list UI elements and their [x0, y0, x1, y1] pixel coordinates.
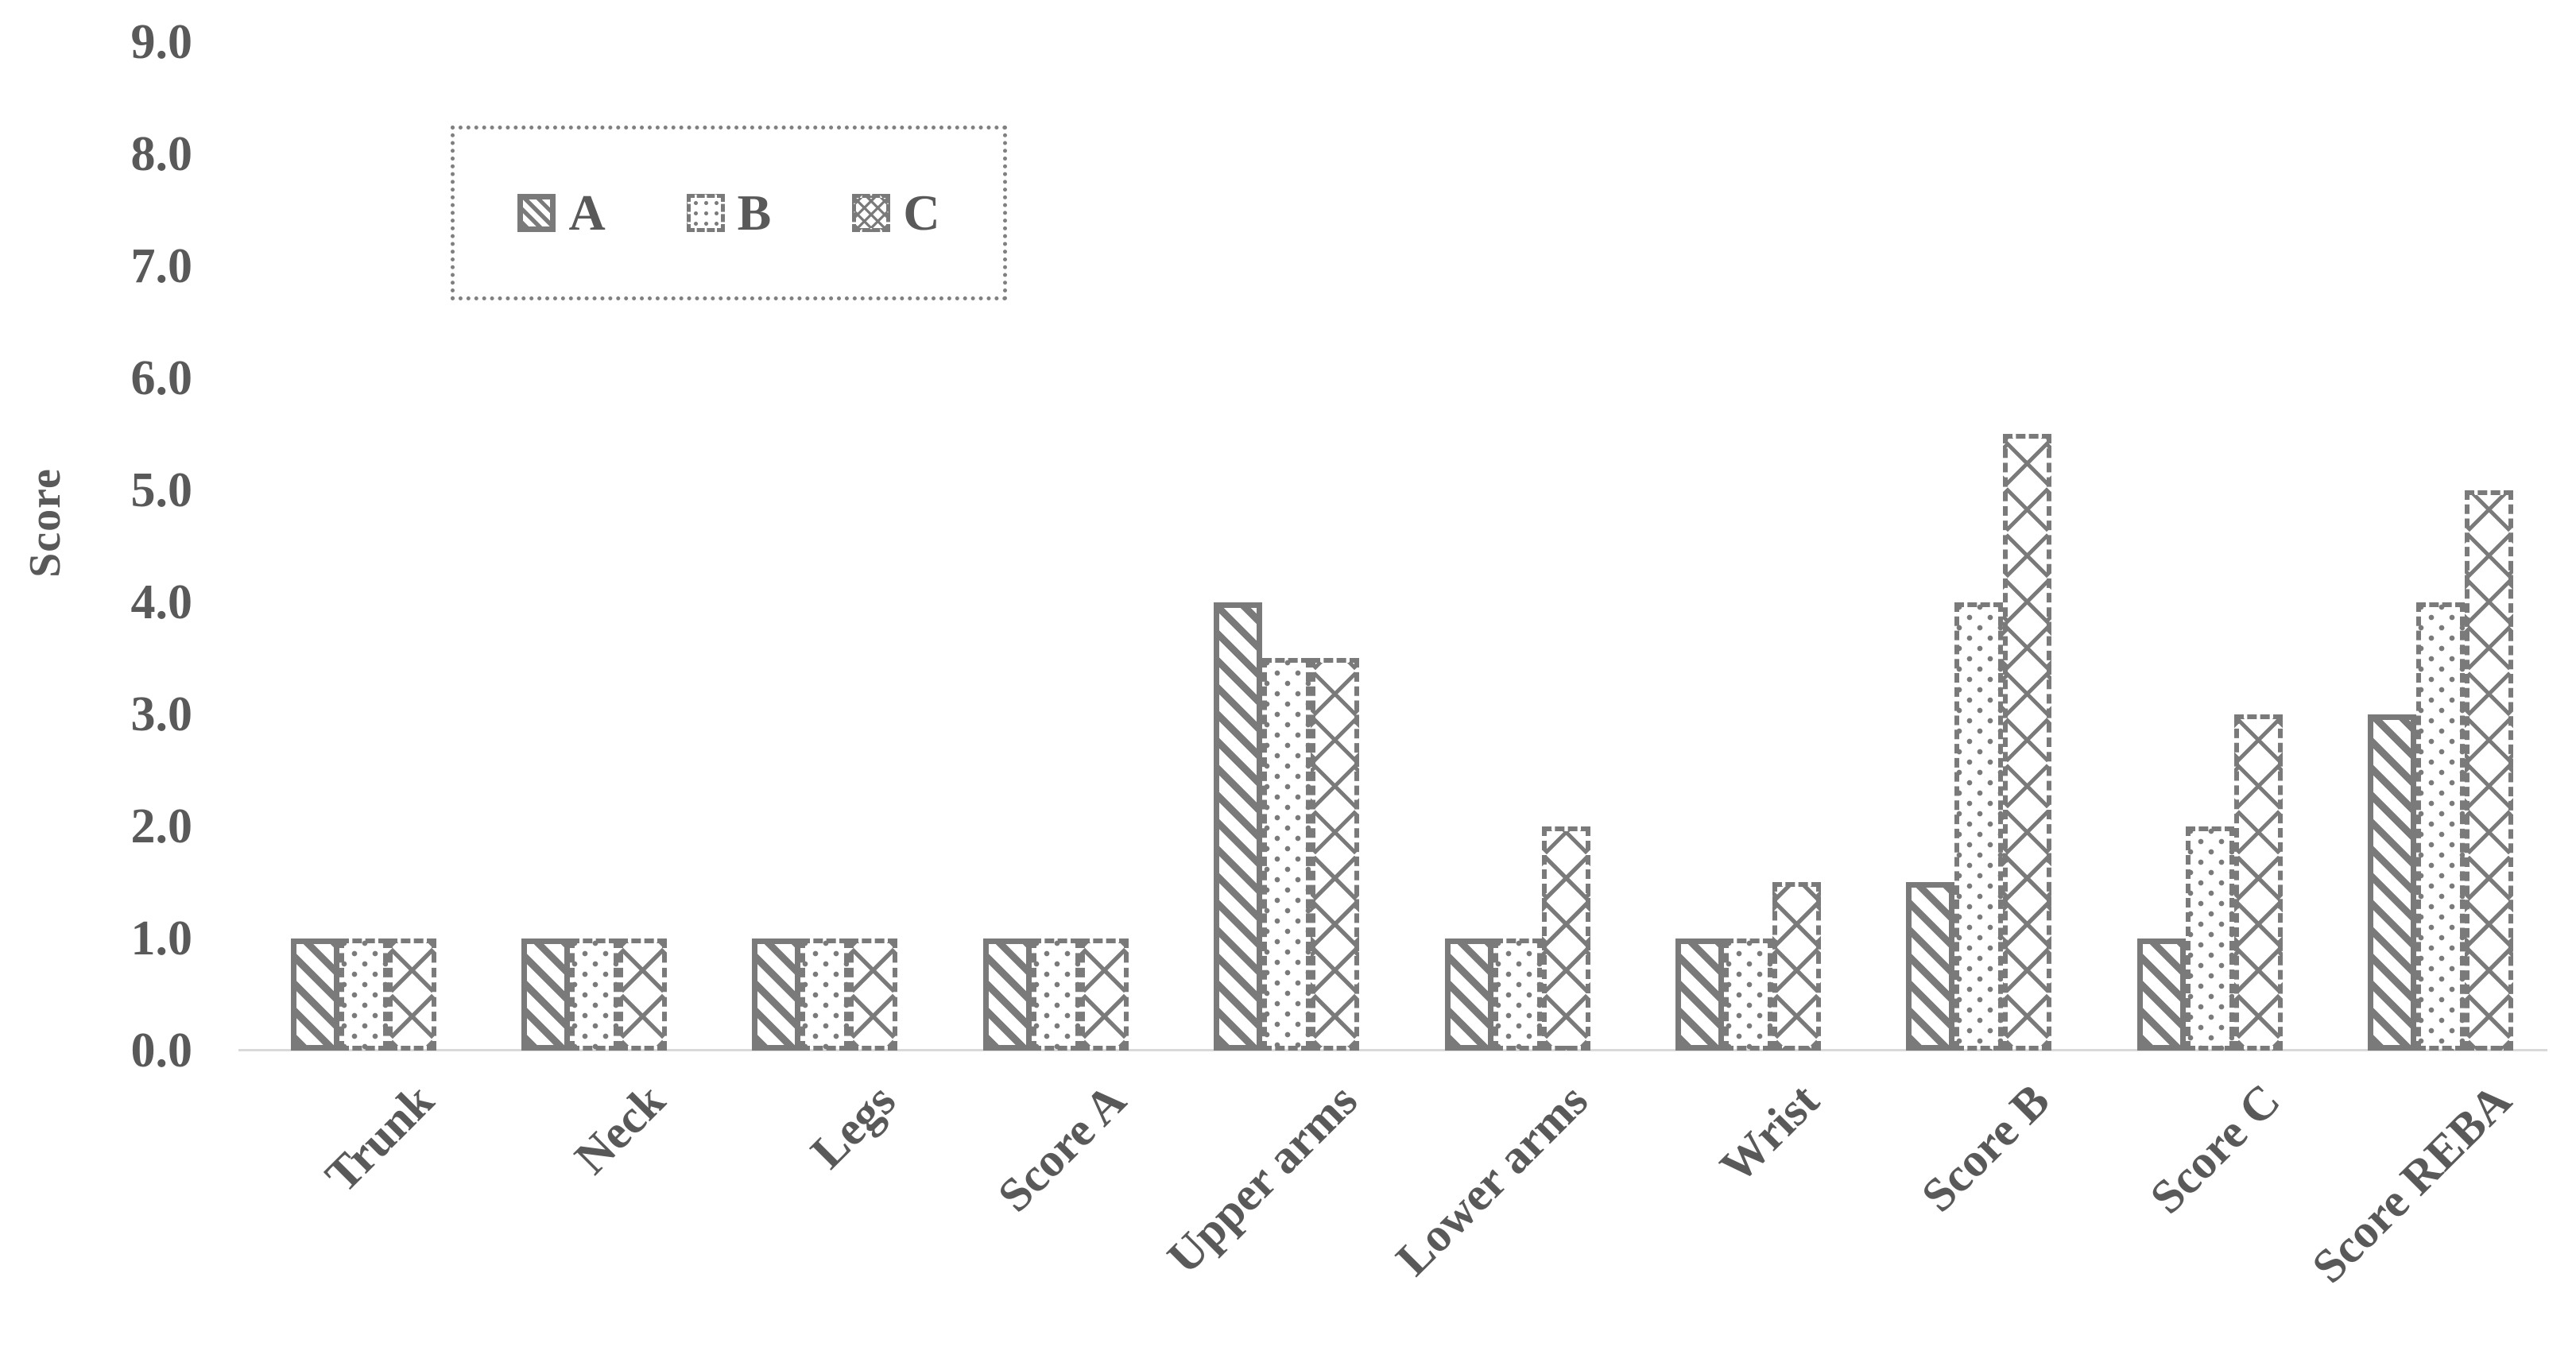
bar-c-wrist: [1772, 882, 1822, 1051]
legend-label-a: A: [568, 184, 606, 241]
y-tick-label-9-0: 9.0: [130, 15, 193, 69]
bar-a-trunk: [290, 938, 339, 1051]
bar-c-legs: [849, 938, 898, 1051]
bar-c-upper-arms: [1311, 658, 1360, 1051]
bar-group-score-reba: [2368, 490, 2514, 1051]
x-label-lower-arms: Lower arms: [1385, 1074, 1598, 1286]
bar-a-lower-arms: [1444, 938, 1493, 1051]
bar-group-neck: [521, 938, 668, 1051]
bar-a-score-b: [1906, 882, 1955, 1051]
bar-group-trunk: [290, 938, 436, 1051]
bar-c-trunk: [387, 938, 436, 1051]
bar-c-lower-arms: [1541, 826, 1590, 1051]
bar-a-score-reba: [2368, 714, 2417, 1051]
plot-area: [248, 32, 2556, 1051]
bar-c-score-reba: [2465, 490, 2514, 1051]
bar-b-score-a: [1031, 938, 1080, 1051]
x-label-neck: Neck: [564, 1074, 675, 1184]
x-label-score-b: Score B: [1911, 1074, 2059, 1222]
y-tick-label-7-0: 7.0: [130, 239, 193, 293]
bar-a-upper-arms: [1214, 602, 1263, 1051]
x-label-upper-arms: Upper arms: [1156, 1074, 1367, 1284]
x-axis-line: [238, 1049, 2547, 1051]
bar-group-upper-arms: [1214, 602, 1360, 1051]
bar-b-legs: [800, 938, 850, 1051]
legend-item-a: A: [517, 184, 606, 242]
bar-group-score-b: [1906, 434, 2052, 1051]
legend-item-c: C: [852, 184, 940, 242]
legend-label-c: C: [903, 184, 940, 241]
x-label-wrist: Wrist: [1709, 1074, 1829, 1193]
bar-b-trunk: [339, 938, 388, 1051]
y-tick-label-2-0: 2.0: [130, 799, 193, 853]
bar-c-neck: [618, 938, 668, 1051]
bar-b-wrist: [1724, 938, 1773, 1051]
y-tick-label-5-0: 5.0: [130, 463, 193, 517]
legend-box: A B C: [451, 126, 1007, 300]
bar-c-score-b: [2003, 434, 2052, 1051]
y-tick-label-3-0: 3.0: [130, 687, 193, 741]
x-label-trunk: Trunk: [315, 1074, 444, 1202]
y-tick-label-0-0: 0.0: [130, 1024, 193, 1078]
bar-c-score-a: [1079, 938, 1129, 1051]
bar-b-score-c: [2185, 826, 2234, 1051]
legend-swatch-c-pattern-icon: [852, 194, 891, 232]
y-tick-label-4-0: 4.0: [130, 575, 193, 629]
bar-a-score-c: [2136, 938, 2186, 1051]
bar-group-legs: [752, 938, 898, 1051]
bar-b-neck: [570, 938, 619, 1051]
legend-swatch-a-pattern-icon: [517, 194, 556, 232]
y-tick-label-8-0: 8.0: [130, 127, 193, 181]
bar-b-lower-arms: [1493, 938, 1542, 1051]
bar-c-score-c: [2233, 714, 2283, 1051]
x-label-score-reba: Score REBA: [2302, 1074, 2521, 1293]
bar-b-score-b: [1954, 602, 2004, 1051]
y-tick-label-6-0: 6.0: [130, 351, 193, 405]
bar-group-lower-arms: [1444, 826, 1590, 1051]
bar-a-neck: [521, 938, 571, 1051]
x-label-legs: Legs: [800, 1074, 905, 1178]
bar-group-score-a: [982, 938, 1129, 1051]
x-label-score-c: Score C: [2140, 1074, 2291, 1224]
bar-a-wrist: [1675, 938, 1725, 1051]
legend-item-b: B: [686, 184, 772, 242]
legend-label-b: B: [737, 184, 772, 241]
bar-a-score-a: [982, 938, 1032, 1051]
bar-group-wrist: [1675, 882, 1822, 1051]
y-tick-label-1-0: 1.0: [130, 911, 193, 966]
bar-group-score-c: [2136, 714, 2283, 1051]
bar-b-score-reba: [2416, 602, 2466, 1051]
x-label-score-a: Score A: [988, 1074, 1137, 1222]
bar-b-upper-arms: [1262, 658, 1311, 1051]
legend-swatch-b-pattern-icon: [686, 194, 725, 232]
bar-a-legs: [752, 938, 801, 1051]
